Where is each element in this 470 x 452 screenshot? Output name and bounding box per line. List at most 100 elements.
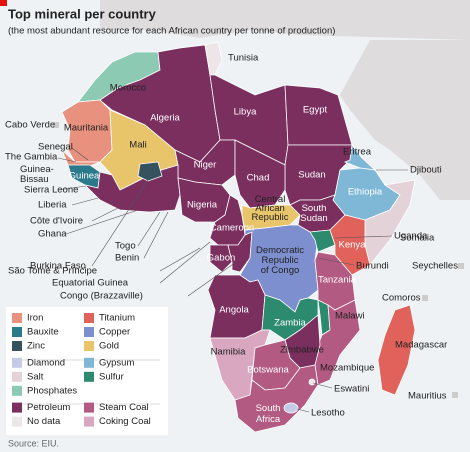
- legend-swatch: [12, 385, 22, 396]
- legend-label: Coking Coal: [99, 416, 151, 427]
- country: [209, 194, 246, 246]
- country-label: Ethiopia: [348, 187, 383, 198]
- leader-line: [296, 408, 310, 413]
- label-line: Bissau: [20, 174, 49, 185]
- label-line: Democratic: [256, 245, 304, 256]
- island-marker: [452, 392, 458, 398]
- labels: Morocco Tunisia Algeria Libya Egypt Cabo…: [5, 53, 458, 425]
- country-label: Algeria: [150, 113, 180, 124]
- country: [329, 214, 371, 276]
- legend-swatch: [12, 313, 22, 323]
- country: [209, 244, 233, 273]
- country-label: Eswatini: [334, 384, 369, 395]
- country: [204, 41, 223, 76]
- country-label: Burundi: [356, 261, 389, 272]
- leader-line: [187, 261, 237, 297]
- country-label: Burkina Faso: [30, 261, 86, 272]
- country-label: Libya: [234, 107, 257, 118]
- brand-mark: [0, 0, 7, 6]
- country-label: Namibia: [211, 347, 247, 358]
- leader-line: [137, 211, 161, 247]
- legend-swatch: [84, 357, 94, 368]
- country-label: Comoros: [382, 293, 421, 304]
- legend-label: Petroleum: [27, 402, 70, 413]
- subtitle: (the most abundant resource for each Afr…: [8, 26, 335, 37]
- legend-label: Bauxite: [27, 327, 59, 338]
- island-markers: [53, 122, 464, 398]
- country-label: Liberia: [38, 200, 67, 211]
- country-label: South Africa: [256, 403, 281, 425]
- label-line: South: [302, 203, 327, 214]
- country-label: Eritrea: [343, 147, 372, 158]
- leader-line: [71, 147, 89, 161]
- country-label: Gabon: [207, 253, 236, 264]
- country-label: Mozambique: [320, 363, 374, 374]
- title: Top mineral per country: [8, 6, 157, 21]
- country-label: Botswana: [247, 365, 289, 376]
- country-label: South Sudan: [300, 203, 327, 224]
- island-marker: [53, 122, 59, 128]
- leader-line: [71, 197, 99, 206]
- legend-swatch: [84, 313, 94, 323]
- country-label: Angola: [219, 305, 249, 316]
- country-label: Mali: [129, 140, 146, 151]
- country-label: Niger: [194, 160, 217, 171]
- country-label: Seychelles: [412, 261, 458, 272]
- legend-label: Steam Coal: [99, 402, 149, 413]
- legend-swatch: [12, 357, 22, 368]
- label-line: Republic: [262, 255, 299, 266]
- country-label: Morocco: [110, 83, 146, 94]
- country-label: Somalia: [400, 233, 435, 244]
- legend-swatch: [84, 402, 94, 413]
- country-label: Mauritius: [408, 391, 447, 402]
- leader-line: [312, 382, 333, 389]
- legend-swatch: [84, 371, 94, 382]
- country-label: Sierra Leone: [24, 185, 78, 196]
- island-marker: [422, 295, 428, 301]
- country: [308, 378, 316, 386]
- legend-label: Gypsum: [99, 357, 134, 368]
- country: [314, 299, 361, 386]
- label-line: African: [255, 203, 285, 214]
- country: [61, 149, 101, 167]
- country-label: Democratic Republic of Congo: [256, 245, 304, 276]
- leader-line: [143, 211, 169, 259]
- legend-label: Sulfur: [99, 371, 124, 382]
- country-label: Guinea: [69, 171, 100, 182]
- country-label: Uganda: [394, 231, 428, 242]
- country-label: Cameroon: [210, 223, 254, 234]
- country-label: Chad: [247, 173, 270, 184]
- country-label: Tunisia: [228, 53, 259, 64]
- island-marker: [458, 263, 464, 269]
- country: [284, 84, 353, 146]
- country: [137, 161, 163, 182]
- country: [377, 304, 416, 396]
- legend-swatch: [84, 416, 94, 427]
- country-label: Mauritania: [64, 123, 109, 134]
- legend-swatch: [12, 327, 22, 337]
- country-label: Zambia: [274, 318, 306, 329]
- leader-line: [57, 185, 87, 191]
- legend-label: Titanium: [99, 313, 135, 324]
- legend-label: Gold: [99, 341, 119, 352]
- country-label: Egypt: [303, 105, 328, 116]
- label-line: Sudan: [300, 213, 327, 224]
- leader-line: [91, 207, 119, 222]
- country-label: Senegal: [38, 142, 73, 153]
- label-line: Africa: [256, 414, 281, 425]
- country-label: Togo: [115, 241, 136, 252]
- legend-swatch: [84, 341, 94, 351]
- middle-east: [340, 40, 470, 200]
- legend-label: Copper: [99, 327, 130, 338]
- leader-line: [91, 179, 149, 267]
- country: [283, 402, 299, 414]
- legend-label: Phosphates: [27, 385, 77, 396]
- legend-label: Diamond: [27, 357, 65, 368]
- europe: [100, 0, 470, 40]
- country-label: Sudan: [298, 170, 325, 181]
- country-label: Equatorial Guinea: [52, 278, 129, 289]
- leader-lines: [57, 147, 408, 413]
- country-label: Tanzania: [318, 275, 357, 286]
- country-label: Lesotho: [311, 408, 345, 419]
